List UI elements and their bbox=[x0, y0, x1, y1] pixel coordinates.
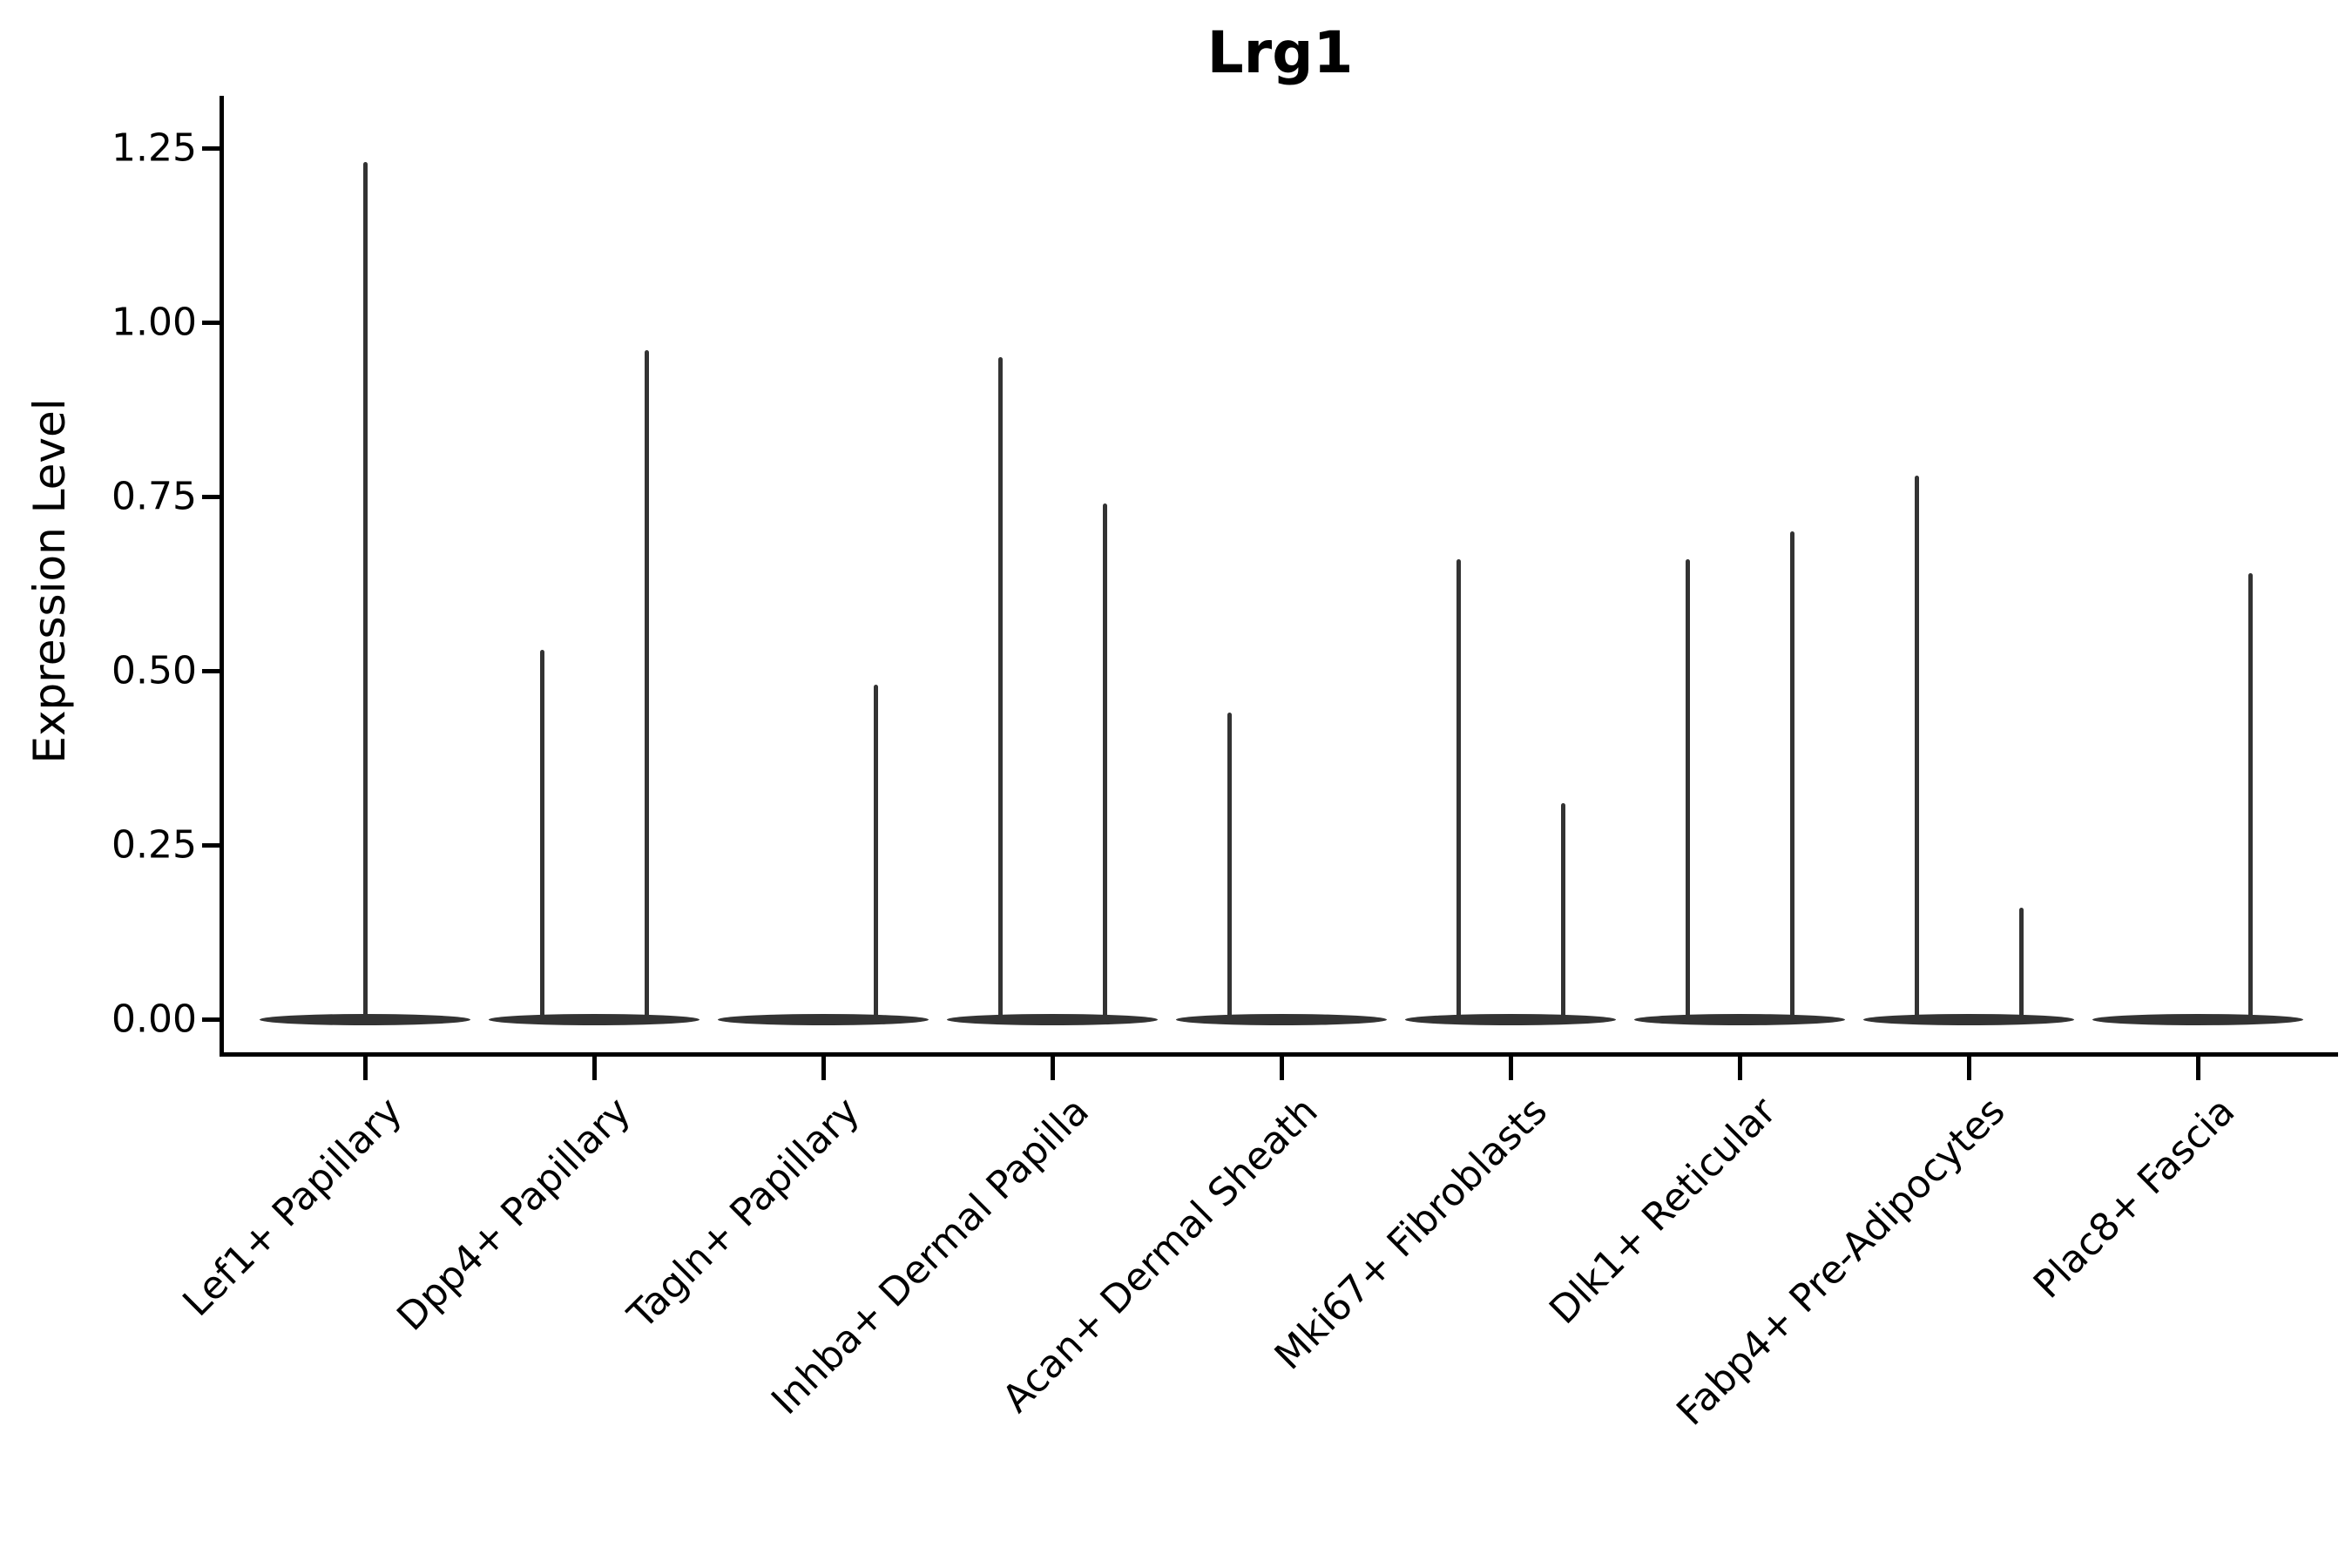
x-tick-mark bbox=[821, 1057, 826, 1080]
violin-body bbox=[1405, 1014, 1616, 1025]
x-tick-label: Dlk1+ Reticular bbox=[1541, 1089, 1786, 1333]
x-tick-mark bbox=[362, 1057, 368, 1080]
y-tick-label: 0.50 bbox=[112, 648, 197, 693]
x-tick-label: Lef1+ Papillary bbox=[173, 1089, 411, 1326]
x-tick-label: Tagln+ Papillary bbox=[619, 1089, 869, 1338]
violin-spike bbox=[997, 357, 1003, 1019]
violin-body bbox=[2092, 1014, 2303, 1025]
x-tick-mark bbox=[1737, 1057, 1742, 1080]
x-tick-mark bbox=[2195, 1057, 2200, 1080]
violin-body bbox=[260, 1014, 470, 1025]
violin-body bbox=[947, 1014, 1158, 1025]
y-tick-label: 0.25 bbox=[112, 822, 197, 868]
violin-spike bbox=[1685, 559, 1690, 1019]
violin-body bbox=[1176, 1014, 1387, 1025]
y-tick-label: 1.25 bbox=[112, 125, 197, 171]
y-tick-mark bbox=[202, 321, 221, 325]
y-tick-label: 0.75 bbox=[112, 474, 197, 519]
violin-spike bbox=[1560, 803, 1565, 1019]
x-tick-mark bbox=[1508, 1057, 1513, 1080]
y-axis-label: Expression Level bbox=[24, 398, 75, 764]
y-tick-mark bbox=[202, 146, 221, 151]
x-tick-label: Dpp4+ Papillary bbox=[389, 1089, 640, 1340]
violin-spike bbox=[362, 162, 368, 1019]
y-tick-mark bbox=[202, 495, 221, 499]
violin-spike bbox=[539, 650, 544, 1019]
violin-body bbox=[489, 1014, 700, 1025]
violin-body bbox=[1634, 1014, 1845, 1025]
y-tick-label: 1.00 bbox=[112, 300, 197, 345]
x-tick-mark bbox=[1279, 1057, 1284, 1080]
violin-spike bbox=[2247, 573, 2253, 1019]
x-axis-spine bbox=[220, 1052, 2338, 1057]
x-tick-mark bbox=[1966, 1057, 1971, 1080]
violin-spike bbox=[644, 350, 649, 1019]
x-tick-label: Plac8+ Fascia bbox=[2024, 1089, 2244, 1308]
chart-title: Lrg1 bbox=[1206, 19, 1354, 86]
violin-spike bbox=[2018, 908, 2024, 1019]
violin-spike bbox=[1456, 559, 1461, 1019]
x-tick-mark bbox=[591, 1057, 597, 1080]
y-axis-spine bbox=[220, 96, 224, 1057]
y-tick-label: 0.00 bbox=[112, 997, 197, 1042]
violin-spike bbox=[1789, 531, 1794, 1019]
x-tick-mark bbox=[1050, 1057, 1055, 1080]
y-tick-mark bbox=[202, 843, 221, 848]
violin-spike bbox=[1227, 713, 1232, 1019]
y-tick-mark bbox=[202, 1017, 221, 1022]
violin-spike bbox=[1102, 504, 1107, 1019]
violin-body bbox=[1863, 1014, 2074, 1025]
violin-spike bbox=[873, 685, 878, 1019]
violin-spike bbox=[1914, 476, 1919, 1019]
violin-body bbox=[718, 1014, 929, 1025]
y-tick-mark bbox=[202, 669, 221, 673]
